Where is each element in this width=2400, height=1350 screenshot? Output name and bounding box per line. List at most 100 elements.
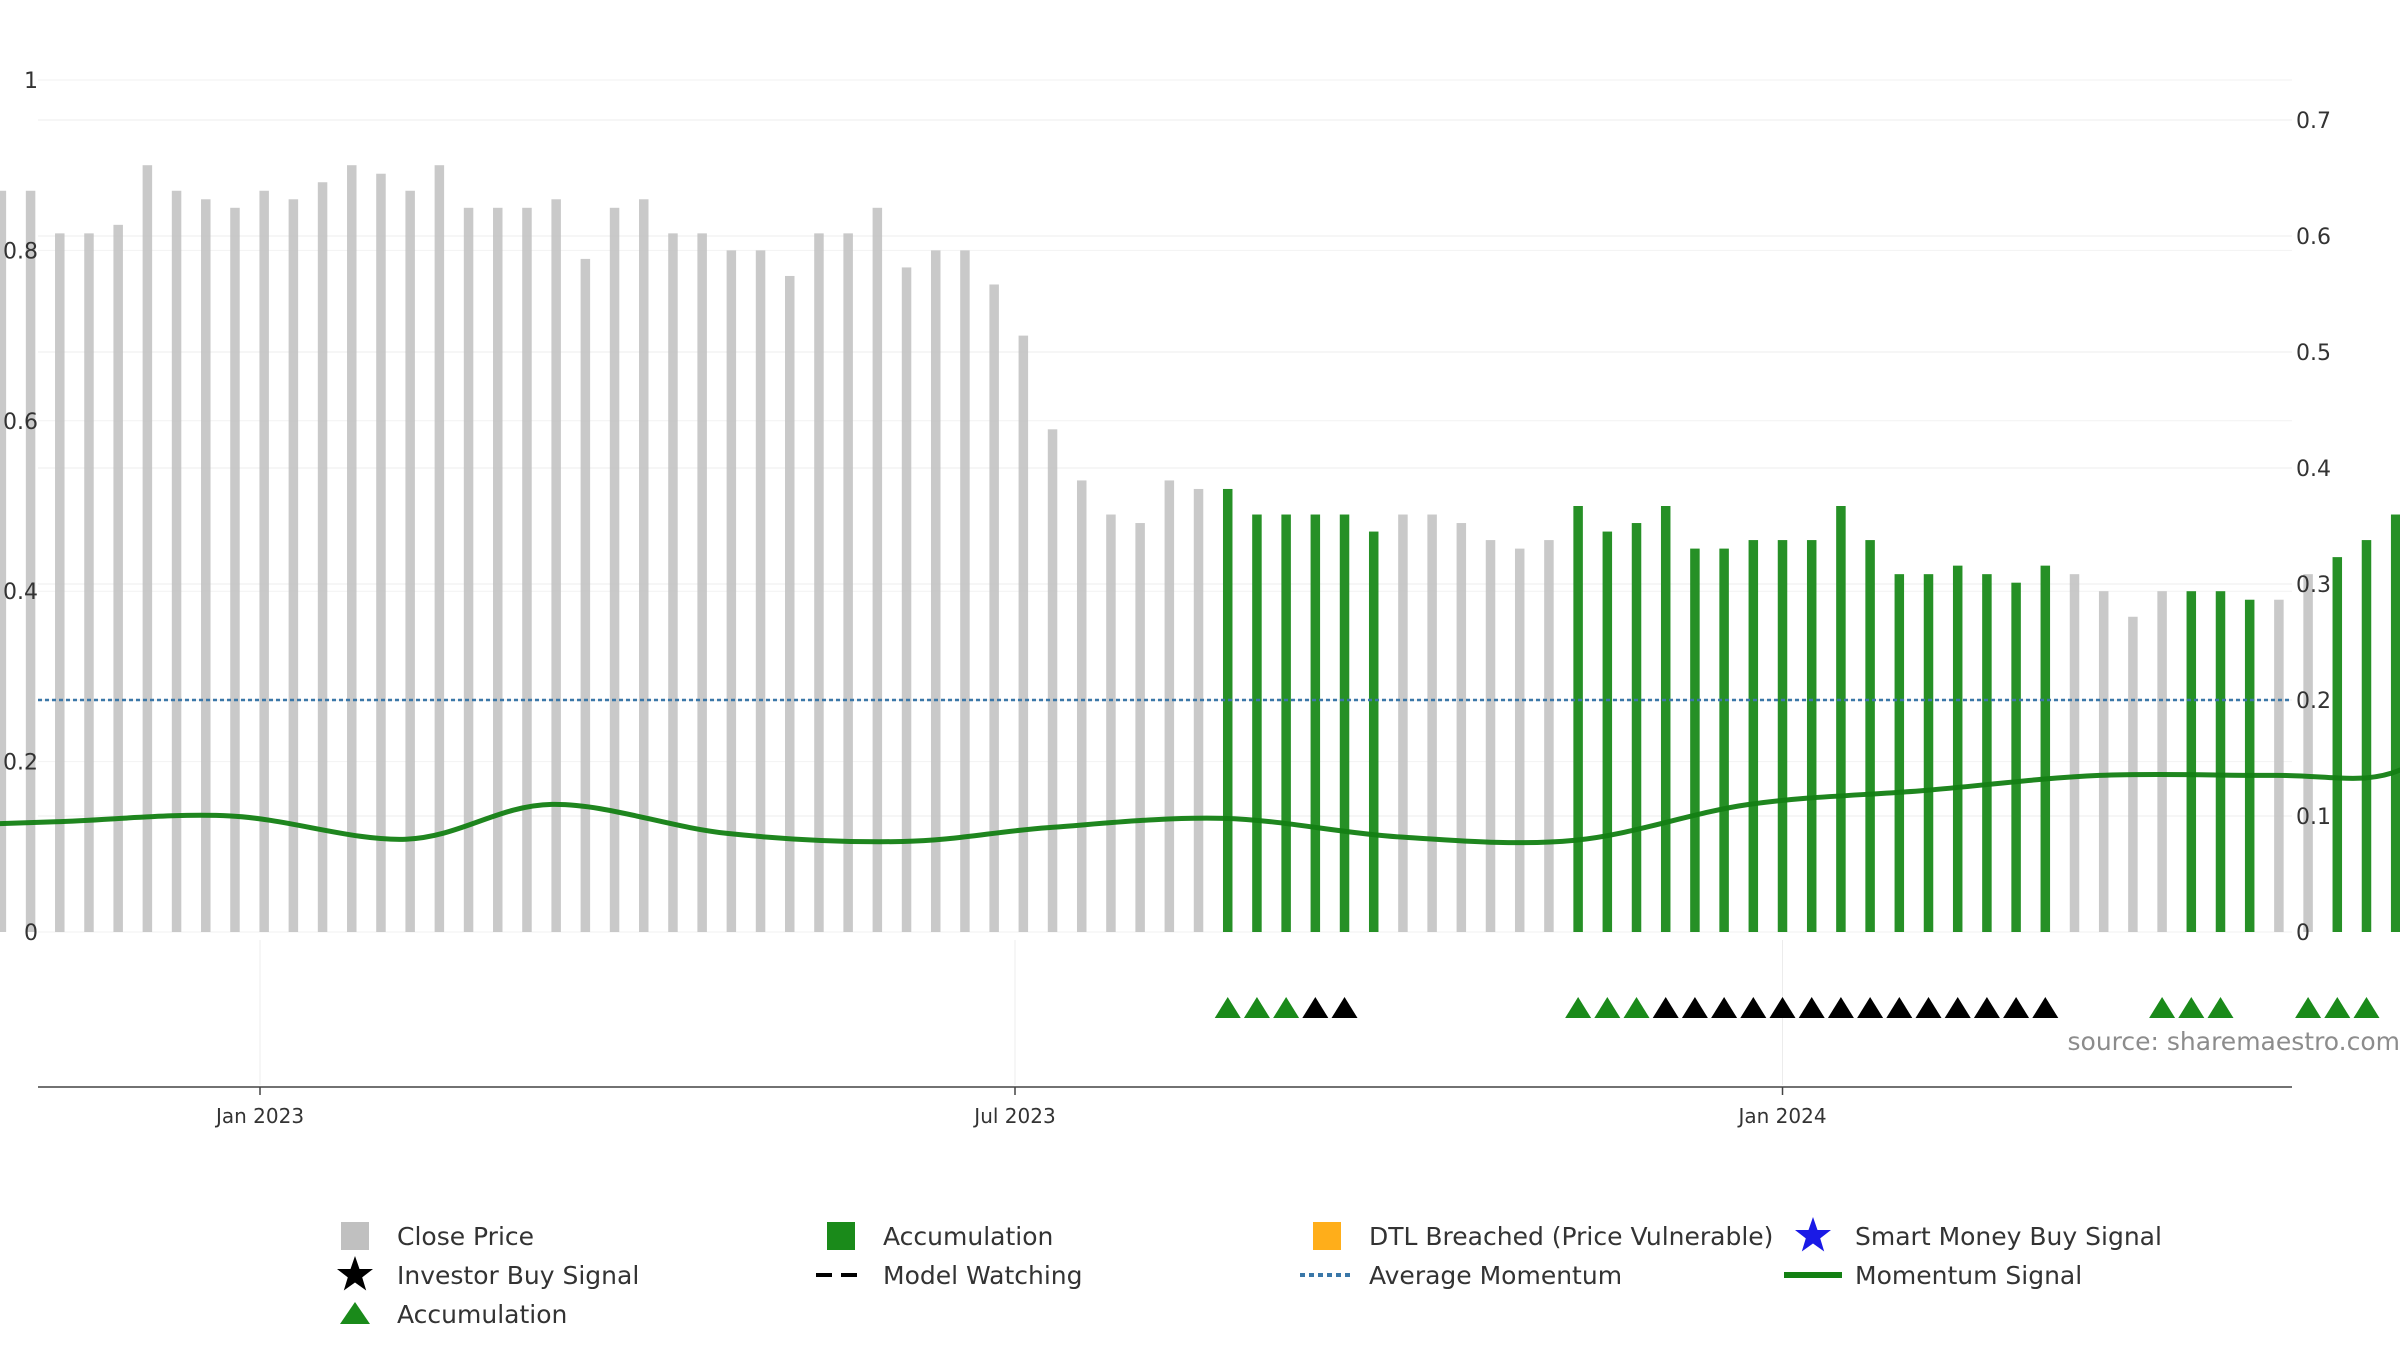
close-price-bar [1047,429,1058,932]
close-price-bar [639,199,649,932]
source-note: source: sharemaestro.com [2068,1027,2400,1056]
close-price-bar [1018,335,1029,933]
close-price-bar [668,233,678,933]
close-price-bar [259,190,269,932]
close-price-bar [201,199,211,932]
right-y-tick-label: 0.1 [2296,805,2331,830]
right-y-tick-labels: 0 0.1 0.2 0.3 0.4 0.5 0.6 0.7 [2296,109,2331,946]
close-price-bar [726,250,737,932]
close-price-bar [1485,540,1496,932]
accumulation-bar [2011,582,2021,932]
accumulation-bar [2332,557,2343,932]
accumulation-bar [1252,514,1262,932]
close-price-bar [142,165,153,932]
accumulation-marker-triangle [2353,997,2380,1018]
investor-accumulation-marker-triangle [1652,997,1679,1018]
close-price-bar [434,165,445,932]
left-y-tick-label: 1 [24,69,38,94]
close-price-bar [1193,488,1204,932]
close-price-bar [2157,591,2167,932]
close-price-bar [1076,480,1087,932]
close-price-bar [1544,540,1554,932]
accumulation-bar [2390,514,2400,932]
close-price-bar [171,190,182,932]
x-tick-label: Jul 2023 [972,1104,1055,1128]
close-price-bar [522,207,532,933]
accumulation-marker-triangle [1243,997,1270,1018]
accumulation-bar [2040,565,2051,932]
close-price-bar [1514,548,1525,932]
accumulation-marker-triangle [2149,997,2176,1018]
close-price-bar [960,250,970,932]
left-y-tick-label: 0.2 [3,751,38,776]
close-price-bar [2098,591,2109,932]
accumulation-bar [1310,514,1321,932]
investor-accumulation-marker-triangle [1740,997,1767,1018]
close-price-bar [25,190,36,932]
accumulation-bar [1719,548,1729,932]
accumulation-bar [1952,565,1963,932]
accumulation-bar [1865,540,1875,932]
accumulation-markers [1214,997,2380,1018]
accumulation-bar [1836,506,1846,932]
close-price-bar [901,267,912,932]
close-price-bar [551,199,561,932]
investor-accumulation-marker-triangle [1827,997,1854,1018]
accumulation-bar [1660,506,1671,932]
investor-accumulation-marker-triangle [1857,997,1884,1018]
right-y-tick-label: 0.4 [2296,457,2331,482]
right-y-tick-label: 0.2 [2296,689,2331,714]
accumulation-bar [1573,506,1583,932]
investor-accumulation-marker-triangle [1973,997,2000,1018]
accumulation-bar [1602,531,1613,932]
close-price-bar [230,207,240,933]
close-price-bar [493,207,503,933]
close-price-bar [1106,514,1116,932]
close-price-bar [843,233,853,933]
right-y-tick-label: 0.3 [2296,573,2331,598]
investor-accumulation-marker-triangle [2003,997,2030,1018]
close-price-bar [872,207,883,933]
close-price-bar [989,284,999,933]
close-price-bar [0,190,7,932]
accumulation-bar [1339,514,1350,932]
accumulation-marker-triangle [1273,997,1300,1018]
close-price-bar [609,207,620,933]
right-y-tick-label: 0.7 [2296,109,2331,134]
accumulation-marker-triangle [1214,997,1241,1018]
accumulation-bar [1748,540,1759,932]
accumulation-marker-triangle [2178,997,2205,1018]
accumulation-bar [1982,574,1992,932]
investor-accumulation-marker-triangle [1915,997,1942,1018]
investor-accumulation-marker-triangle [1331,997,1358,1018]
accumulation-marker-triangle [1623,997,1650,1018]
close-price-bar [347,165,357,932]
accumulation-marker-triangle [2295,997,2322,1018]
axes [38,1086,2292,1095]
accumulation-bar [1631,523,1642,932]
close-price-bar [317,182,328,933]
accumulation-bar [1923,574,1934,932]
right-y-tick-label: 0.5 [2296,341,2331,366]
accumulation-bar [1222,488,1233,932]
investor-accumulation-marker-triangle [1681,997,1708,1018]
close-price-bar [697,233,707,933]
close-price-bar [1456,523,1467,932]
x-tick-label: Jan 2024 [1736,1104,1826,1128]
right-y-tick-label: 0 [2296,921,2310,946]
accumulation-bar [1690,548,1700,932]
close-price-bar [463,207,474,933]
close-price-bar [1164,480,1175,932]
accumulation-marker-triangle [1565,997,1592,1018]
investor-accumulation-marker-triangle [1769,997,1796,1018]
investor-accumulation-marker-triangle [2032,997,2059,1018]
investor-accumulation-marker-triangle [1302,997,1329,1018]
accumulation-marker-triangle [1594,997,1621,1018]
close-price-bar [814,233,824,933]
left-y-tick-label: 0 [24,921,38,946]
accumulation-marker-triangle [2207,997,2234,1018]
investor-accumulation-marker-triangle [1798,997,1825,1018]
investor-accumulation-marker-triangle [1711,997,1738,1018]
left-y-tick-label: 0.6 [3,410,38,435]
